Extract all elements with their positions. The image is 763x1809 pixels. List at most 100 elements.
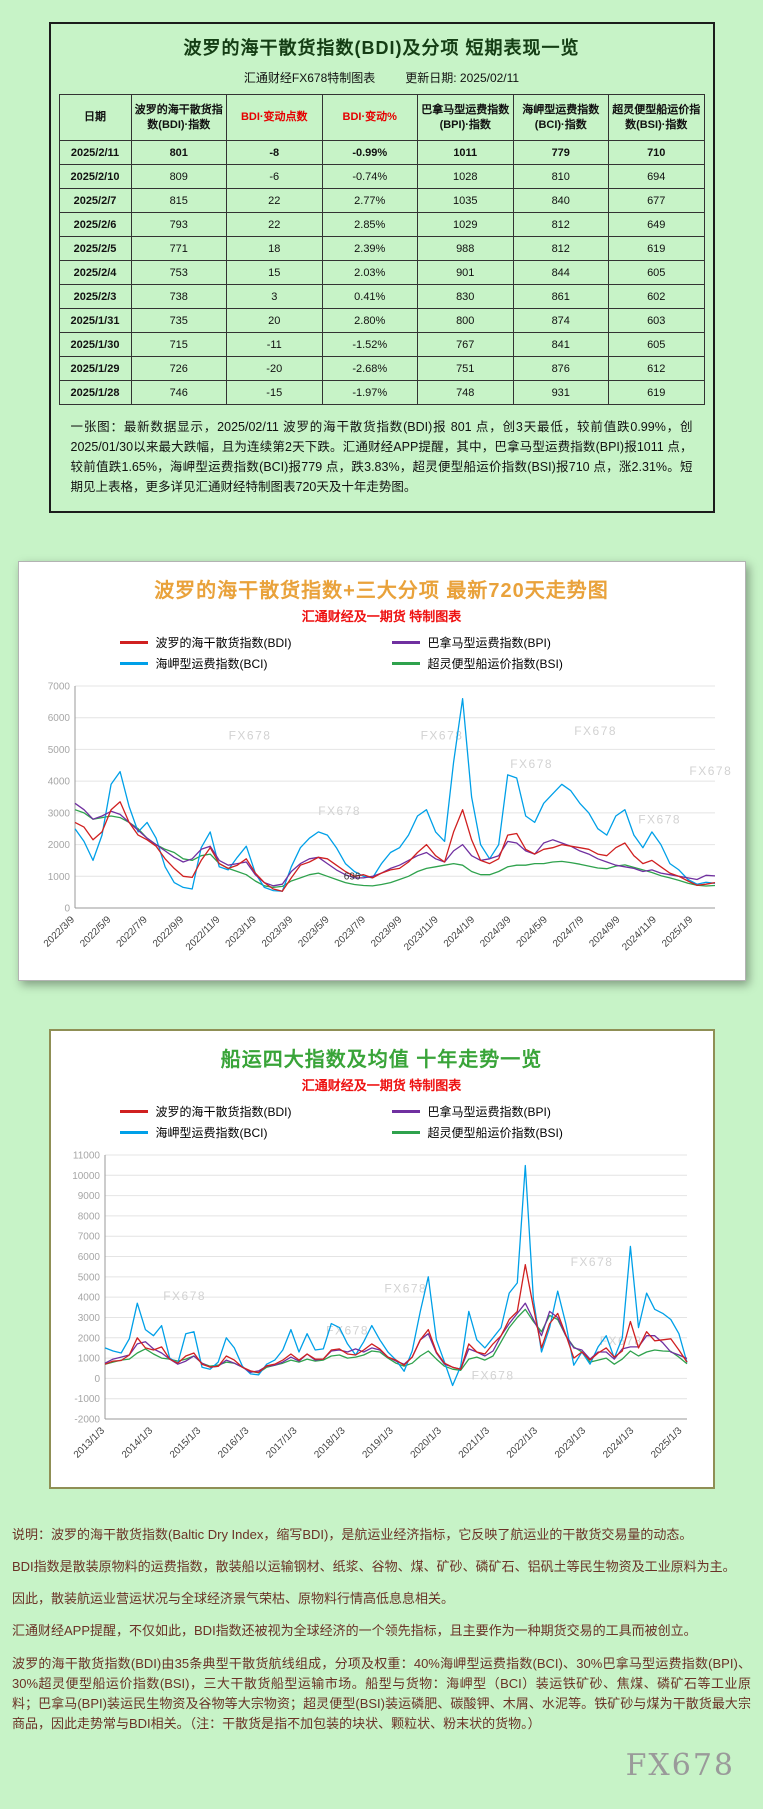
y-tick-label: 1000 bbox=[77, 1354, 100, 1365]
y-tick-label: 10000 bbox=[72, 1171, 100, 1182]
y-tick-label: 6000 bbox=[77, 1252, 100, 1263]
date-cell: 2025/1/30 bbox=[58, 332, 132, 357]
value-cell: 2.03% bbox=[321, 260, 418, 285]
value-cell: -2.68% bbox=[321, 356, 418, 381]
value-cell: -1.52% bbox=[321, 332, 418, 357]
chart-720-subtitle: 汇通财经及一期货 特制图表 bbox=[301, 609, 462, 624]
value-cell: 988 bbox=[417, 236, 514, 261]
y-tick-label: 2000 bbox=[77, 1333, 100, 1344]
x-tick-label: 2013/1/3 bbox=[71, 1425, 107, 1461]
table-row: 2025/2/3 738 3 0.41% 830 861 602 bbox=[58, 284, 705, 309]
y-tick-label: 5000 bbox=[77, 1272, 100, 1283]
date-cell: 2025/2/10 bbox=[58, 164, 132, 189]
footer-notes: 说明：波罗的海干散货指数(Baltic Dry Index，缩写BDI)，是航运… bbox=[12, 1525, 751, 1734]
chart-10y-panel: 船运四大指数及均值 十年走势一览 汇通财经及一期货 特制图表 波罗的海干散货指数… bbox=[48, 1029, 715, 1489]
value-cell: 605 bbox=[608, 260, 705, 285]
value-cell: 2.80% bbox=[321, 308, 418, 333]
chart-watermark: FX678 bbox=[471, 1368, 514, 1382]
value-cell: 694 bbox=[608, 164, 705, 189]
x-tick-label: 2024/7/9 bbox=[550, 914, 586, 950]
value-cell: 1029 bbox=[417, 212, 514, 237]
column-header: 日期 bbox=[58, 94, 132, 141]
chart-annotation: 696 bbox=[343, 871, 360, 882]
x-tick-label: 2021/1/3 bbox=[456, 1425, 492, 1461]
x-tick-label: 2023/1/9 bbox=[223, 914, 259, 950]
x-tick-label: 2022/5/9 bbox=[78, 914, 114, 950]
value-cell: 605 bbox=[608, 332, 705, 357]
value-cell: 812 bbox=[512, 212, 609, 237]
value-cell: 619 bbox=[608, 236, 705, 261]
value-cell: 677 bbox=[608, 188, 705, 213]
value-cell: 931 bbox=[512, 380, 609, 405]
value-cell: 815 bbox=[130, 188, 227, 213]
value-cell: -0.99% bbox=[321, 140, 418, 165]
x-tick-label: 2023/5/9 bbox=[296, 914, 332, 950]
series-line-bsi bbox=[74, 809, 715, 889]
table-row: 2025/1/28 746 -15 -1.97% 748 931 619 bbox=[58, 380, 705, 405]
column-header: 海岬型运费指数(BCI)·指数 bbox=[512, 94, 609, 141]
date-cell: 2025/2/3 bbox=[58, 284, 132, 309]
chart-watermark: FX678 bbox=[318, 804, 361, 818]
series-line-bdi bbox=[74, 801, 715, 892]
column-header: 巴拿马型运费指数(BPI)·指数 bbox=[417, 94, 514, 141]
legend-label: 超灵便型船运价指数(BSI) bbox=[427, 1126, 563, 1140]
fx678-brand-watermark: FX678 bbox=[625, 1748, 735, 1784]
legend-item-bpi: 巴拿马型运费指数(BPI) bbox=[391, 1103, 644, 1120]
table-body: 2025/2/11 801 -8 -0.99% 1011 779 710 2025/2/10 8… bbox=[58, 140, 705, 405]
legend-label: 巴拿马型运费指数(BPI) bbox=[427, 1105, 551, 1119]
note-line-3: 因此，散装航运业营运状况与全球经济景气荣枯、原物料行情高低息息相关。 bbox=[12, 1591, 455, 1607]
value-cell: 735 bbox=[130, 308, 227, 333]
column-header: BDI·变动点数 bbox=[226, 94, 323, 141]
note-line-2: BDI指数是散装原物料的运费指数，散装船以运输钢材、纸浆、谷物、煤、矿砂、磷矿石… bbox=[12, 1559, 736, 1575]
chart-10y-title: 船运四大指数及均值 十年走势一览 bbox=[220, 1049, 543, 1071]
value-cell: 619 bbox=[608, 380, 705, 405]
summary-note: 一张图：最新数据显示，2025/02/11 波罗的海干散货指数(BDI)报 80… bbox=[70, 420, 693, 494]
y-tick-label: 6000 bbox=[47, 713, 70, 724]
value-cell: 22 bbox=[226, 212, 323, 237]
bdi-summary-panel: 波罗的海干散货指数(BDI)及分项 短期表现一览 汇通财经FX678特制图表 更… bbox=[48, 22, 715, 513]
y-tick-label: 0 bbox=[64, 904, 70, 915]
value-cell: -8 bbox=[226, 140, 323, 165]
value-cell: 726 bbox=[130, 356, 227, 381]
x-tick-label: 2022/11/9 bbox=[183, 914, 222, 953]
value-cell: 2.85% bbox=[321, 212, 418, 237]
y-tick-label: 4000 bbox=[47, 777, 70, 788]
y-tick-label: 11000 bbox=[72, 1151, 100, 1162]
table-row: 2025/1/31 735 20 2.80% 800 874 603 bbox=[58, 308, 705, 333]
chart-watermark: FX678 bbox=[574, 724, 617, 738]
legend-label: 海岬型运费指数(BCI) bbox=[155, 657, 268, 671]
x-tick-label: 2023/1/3 bbox=[552, 1425, 588, 1461]
y-tick-label: 7000 bbox=[77, 1232, 100, 1243]
table-row: 2025/2/11 801 -8 -0.99% 1011 779 710 bbox=[58, 140, 705, 165]
note-line-5: 波罗的海干散货指数(BDI)由35条典型干散货航线组成，分项及权重：40%海岬型… bbox=[12, 1655, 751, 1731]
value-cell: 748 bbox=[417, 380, 514, 405]
legend-label: 超灵便型船运价指数(BSI) bbox=[427, 657, 563, 671]
chart-10y-plot: -2000 -1000 0 1000 2000 3000 4000 5000 6000 7000 8… bbox=[71, 1151, 688, 1461]
value-cell: 602 bbox=[608, 284, 705, 309]
y-tick-label: -1000 bbox=[74, 1394, 100, 1405]
x-tick-label: 2016/1/3 bbox=[216, 1425, 252, 1461]
value-cell: 861 bbox=[512, 284, 609, 309]
table-row: 2025/1/29 726 -20 -2.68% 751 876 612 bbox=[58, 356, 705, 381]
x-tick-label: 2023/11/9 bbox=[402, 914, 441, 953]
value-cell: 1011 bbox=[417, 140, 514, 165]
value-cell: 812 bbox=[512, 236, 609, 261]
y-tick-label: -2000 bbox=[74, 1415, 100, 1426]
page: 波罗的海干散货指数(BDI)及分项 短期表现一览 汇通财经FX678特制图表 更… bbox=[0, 22, 763, 1799]
x-tick-label: 2024/1/9 bbox=[441, 914, 477, 950]
value-cell: 874 bbox=[512, 308, 609, 333]
date-cell: 2025/2/11 bbox=[58, 140, 132, 165]
legend-item-bsi: 超灵便型船运价指数(BSI) bbox=[391, 1124, 644, 1141]
value-cell: 20 bbox=[226, 308, 323, 333]
legend-label: 波罗的海干散货指数(BDI) bbox=[155, 1105, 292, 1119]
value-cell: 746 bbox=[130, 380, 227, 405]
chart-watermark: FX678 bbox=[689, 764, 732, 778]
legend-swatch-bpi bbox=[391, 641, 420, 644]
y-tick-label: 9000 bbox=[77, 1191, 100, 1202]
chart-watermark: FX678 bbox=[228, 728, 271, 742]
note-line-1: 说明：波罗的海干散货指数(Baltic Dry Index，缩写BDI)，是航运… bbox=[12, 1527, 693, 1542]
value-cell: 830 bbox=[417, 284, 514, 309]
x-tick-label: 2019/1/3 bbox=[360, 1425, 396, 1461]
legend-swatch-bdi bbox=[119, 1110, 148, 1113]
chart-720-title: 波罗的海干散货指数+三大分项 最新720天走势图 bbox=[154, 580, 609, 602]
